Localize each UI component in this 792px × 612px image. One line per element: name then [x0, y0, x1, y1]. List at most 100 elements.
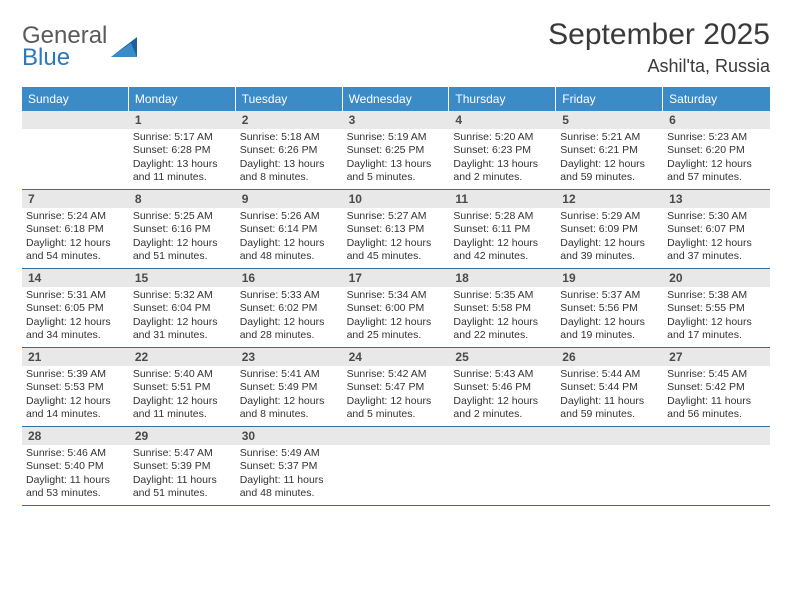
sunrise-line: Sunrise: 5:18 AM [240, 131, 339, 144]
day-details [22, 129, 129, 135]
sunrise-line: Sunrise: 5:44 AM [560, 368, 659, 381]
day-number: 11 [449, 190, 556, 208]
sunset-line: Sunset: 6:21 PM [560, 144, 659, 157]
sunrise-line: Sunrise: 5:34 AM [347, 289, 446, 302]
day-details: Sunrise: 5:18 AMSunset: 6:26 PMDaylight:… [236, 129, 343, 189]
day-details: Sunrise: 5:42 AMSunset: 5:47 PMDaylight:… [343, 366, 450, 426]
daylight-line: Daylight: 11 hours and 56 minutes. [667, 395, 766, 422]
daylight-line: Daylight: 12 hours and 59 minutes. [560, 158, 659, 185]
day-number: . [22, 111, 129, 129]
dow-cell: Monday [129, 87, 236, 111]
daylight-line: Daylight: 12 hours and 25 minutes. [347, 316, 446, 343]
brand-triangle-icon [111, 35, 139, 59]
sunrise-line: Sunrise: 5:49 AM [240, 447, 339, 460]
day-details: Sunrise: 5:49 AMSunset: 5:37 PMDaylight:… [236, 445, 343, 505]
daylight-line: Daylight: 12 hours and 51 minutes. [133, 237, 232, 264]
sunset-line: Sunset: 6:25 PM [347, 144, 446, 157]
day-number: . [343, 427, 450, 445]
daylight-line: Daylight: 11 hours and 53 minutes. [26, 474, 125, 501]
day-number: 20 [663, 269, 770, 287]
day-details: Sunrise: 5:33 AMSunset: 6:02 PMDaylight:… [236, 287, 343, 347]
day-details: Sunrise: 5:34 AMSunset: 6:00 PMDaylight:… [343, 287, 450, 347]
day-number: 15 [129, 269, 236, 287]
day-details: Sunrise: 5:28 AMSunset: 6:11 PMDaylight:… [449, 208, 556, 268]
sunset-line: Sunset: 6:28 PM [133, 144, 232, 157]
sunrise-line: Sunrise: 5:35 AM [453, 289, 552, 302]
day-details: Sunrise: 5:44 AMSunset: 5:44 PMDaylight:… [556, 366, 663, 426]
day-details: Sunrise: 5:37 AMSunset: 5:56 PMDaylight:… [556, 287, 663, 347]
brand-word-2: Blue [22, 46, 107, 70]
sunrise-line: Sunrise: 5:25 AM [133, 210, 232, 223]
sunrise-line: Sunrise: 5:40 AM [133, 368, 232, 381]
day-number: 22 [129, 348, 236, 366]
calendar-day: 18Sunrise: 5:35 AMSunset: 5:58 PMDayligh… [449, 269, 556, 347]
day-details [449, 445, 556, 451]
calendar-day: 26Sunrise: 5:44 AMSunset: 5:44 PMDayligh… [556, 348, 663, 426]
sunset-line: Sunset: 6:07 PM [667, 223, 766, 236]
day-number: 2 [236, 111, 343, 129]
sunrise-line: Sunrise: 5:43 AM [453, 368, 552, 381]
sunrise-line: Sunrise: 5:45 AM [667, 368, 766, 381]
day-number: 5 [556, 111, 663, 129]
day-number: 7 [22, 190, 129, 208]
daylight-line: Daylight: 11 hours and 51 minutes. [133, 474, 232, 501]
day-number: 30 [236, 427, 343, 445]
day-details: Sunrise: 5:35 AMSunset: 5:58 PMDaylight:… [449, 287, 556, 347]
day-number: 28 [22, 427, 129, 445]
calendar-day: 13Sunrise: 5:30 AMSunset: 6:07 PMDayligh… [663, 190, 770, 268]
day-number: . [556, 427, 663, 445]
daylight-line: Daylight: 12 hours and 11 minutes. [133, 395, 232, 422]
daylight-line: Daylight: 12 hours and 54 minutes. [26, 237, 125, 264]
day-number: 3 [343, 111, 450, 129]
sunset-line: Sunset: 6:16 PM [133, 223, 232, 236]
daylight-line: Daylight: 13 hours and 2 minutes. [453, 158, 552, 185]
calendar-day: 11Sunrise: 5:28 AMSunset: 6:11 PMDayligh… [449, 190, 556, 268]
calendar-day: . [663, 427, 770, 505]
header: General Blue September 2025 Ashil'ta, Ru… [22, 18, 770, 77]
day-details: Sunrise: 5:29 AMSunset: 6:09 PMDaylight:… [556, 208, 663, 268]
day-details: Sunrise: 5:40 AMSunset: 5:51 PMDaylight:… [129, 366, 236, 426]
sunrise-line: Sunrise: 5:23 AM [667, 131, 766, 144]
sunrise-line: Sunrise: 5:33 AM [240, 289, 339, 302]
calendar-day: . [343, 427, 450, 505]
day-number: 18 [449, 269, 556, 287]
brand-logo: General Blue [22, 24, 139, 70]
daylight-line: Daylight: 12 hours and 34 minutes. [26, 316, 125, 343]
day-number: 29 [129, 427, 236, 445]
calendar-day: 9Sunrise: 5:26 AMSunset: 6:14 PMDaylight… [236, 190, 343, 268]
sunset-line: Sunset: 6:13 PM [347, 223, 446, 236]
daylight-line: Daylight: 13 hours and 5 minutes. [347, 158, 446, 185]
daylight-line: Daylight: 12 hours and 22 minutes. [453, 316, 552, 343]
day-details: Sunrise: 5:47 AMSunset: 5:39 PMDaylight:… [129, 445, 236, 505]
calendar-day: 14Sunrise: 5:31 AMSunset: 6:05 PMDayligh… [22, 269, 129, 347]
sunrise-line: Sunrise: 5:32 AM [133, 289, 232, 302]
sunset-line: Sunset: 6:14 PM [240, 223, 339, 236]
daylight-line: Daylight: 11 hours and 59 minutes. [560, 395, 659, 422]
sunset-line: Sunset: 5:55 PM [667, 302, 766, 315]
calendar-day: 27Sunrise: 5:45 AMSunset: 5:42 PMDayligh… [663, 348, 770, 426]
sunset-line: Sunset: 6:11 PM [453, 223, 552, 236]
daylight-line: Daylight: 11 hours and 48 minutes. [240, 474, 339, 501]
day-number: 19 [556, 269, 663, 287]
daylight-line: Daylight: 13 hours and 8 minutes. [240, 158, 339, 185]
day-number: 6 [663, 111, 770, 129]
calendar-week: 7Sunrise: 5:24 AMSunset: 6:18 PMDaylight… [22, 190, 770, 269]
day-number: 1 [129, 111, 236, 129]
sunset-line: Sunset: 6:02 PM [240, 302, 339, 315]
sunset-line: Sunset: 5:53 PM [26, 381, 125, 394]
day-details: Sunrise: 5:38 AMSunset: 5:55 PMDaylight:… [663, 287, 770, 347]
daylight-line: Daylight: 12 hours and 2 minutes. [453, 395, 552, 422]
day-details: Sunrise: 5:17 AMSunset: 6:28 PMDaylight:… [129, 129, 236, 189]
calendar-day: 28Sunrise: 5:46 AMSunset: 5:40 PMDayligh… [22, 427, 129, 505]
calendar-day: 29Sunrise: 5:47 AMSunset: 5:39 PMDayligh… [129, 427, 236, 505]
sunset-line: Sunset: 5:46 PM [453, 381, 552, 394]
calendar-day: 6Sunrise: 5:23 AMSunset: 6:20 PMDaylight… [663, 111, 770, 189]
sunset-line: Sunset: 6:23 PM [453, 144, 552, 157]
day-details: Sunrise: 5:19 AMSunset: 6:25 PMDaylight:… [343, 129, 450, 189]
day-details: Sunrise: 5:20 AMSunset: 6:23 PMDaylight:… [449, 129, 556, 189]
sunset-line: Sunset: 6:05 PM [26, 302, 125, 315]
sunrise-line: Sunrise: 5:42 AM [347, 368, 446, 381]
dow-cell: Tuesday [236, 87, 343, 111]
calendar-day: 5Sunrise: 5:21 AMSunset: 6:21 PMDaylight… [556, 111, 663, 189]
calendar-day: 8Sunrise: 5:25 AMSunset: 6:16 PMDaylight… [129, 190, 236, 268]
